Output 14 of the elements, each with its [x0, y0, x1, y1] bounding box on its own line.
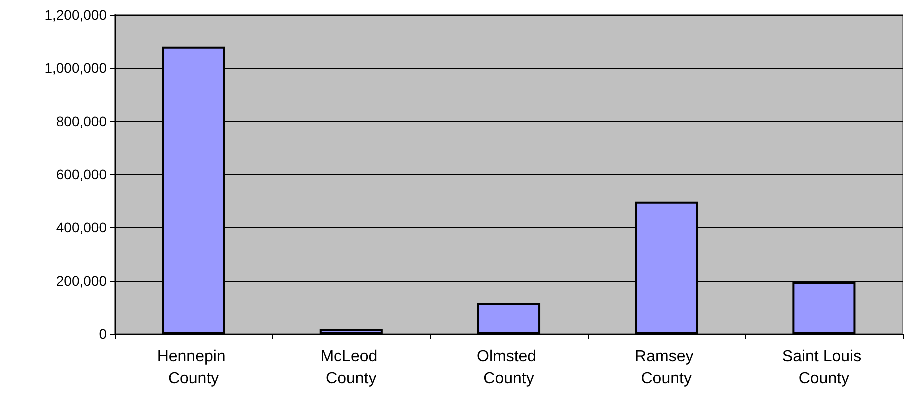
y-tick-label: 0: [99, 326, 108, 342]
x-tick-label: Olmsted County: [476, 348, 542, 388]
x-tick-label: Saint Louis County: [782, 348, 866, 388]
x-tick-label: Ramsey County: [635, 348, 698, 388]
bar: [320, 328, 383, 334]
bar: [477, 303, 541, 334]
y-tick-label: 400,000: [56, 220, 108, 236]
x-tick-label: McLeod County: [320, 348, 382, 388]
y-tick-label: 1,000,000: [44, 60, 108, 76]
x-tick-label: Hennepin County: [157, 348, 230, 388]
y-tick-label: 800,000: [56, 113, 108, 130]
y-tick-label: 600,000: [56, 166, 108, 182]
y-tick-label: 200,000: [56, 272, 108, 289]
y-tick-label: 1,200,000: [44, 7, 108, 23]
